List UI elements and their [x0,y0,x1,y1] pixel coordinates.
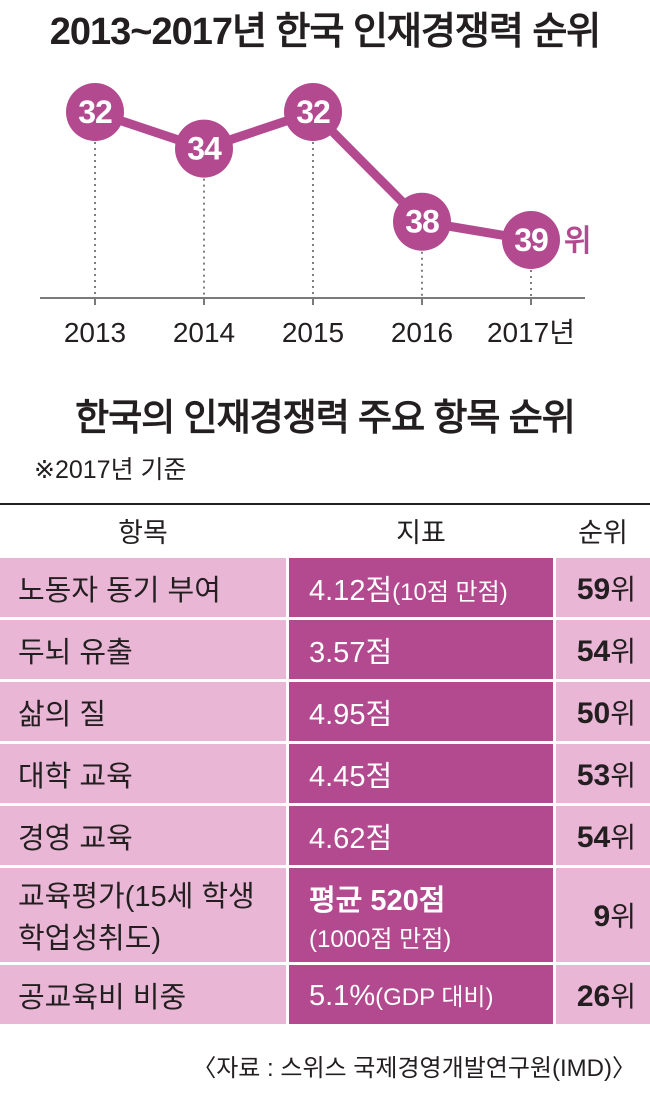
table-row: 노동자 동기 부여 4.12점(10점 만점) 59위 [0,558,650,617]
row-item: 교육평가(15세 학생 학업성취도) [0,868,286,962]
line-chart: 32 34 32 38 39 위 2013 2014 2015 2016 2017년 [40,83,592,348]
table-header-row: 항목 지표 순위 [0,503,650,555]
row-indicator: 4.12점(10점 만점) [289,558,553,617]
row-indicator: 5.1%(GDP 대비) [289,965,553,1024]
table-row: 공교육비 비중 5.1%(GDP 대비) 26위 [0,965,650,1024]
value-suffix: 위 [564,225,592,258]
table-row: 대학 교육 4.45점 53위 [0,744,650,803]
row-rank: 59위 [556,558,650,617]
source-note: 〈자료 : 스위스 국제경영개발연구원(IMD)〉 [192,1055,636,1082]
table-row: 두뇌 유출 3.57점 54위 [0,620,650,679]
table-row: 경영 교육 4.62점 54위 [0,806,650,865]
row-indicator: 4.62점 [289,806,553,865]
row-indicator: 4.45점 [289,744,553,803]
x-tick-label: 2014 [173,317,235,348]
data-label: 39 [514,222,548,258]
row-item: 경영 교육 [0,806,286,865]
chart-title: 2013~2017년 한국 인재경쟁력 순위 [49,11,602,53]
row-indicator: 3.57점 [289,620,553,679]
x-tick-label: 2015 [282,317,344,348]
row-rank: 54위 [556,806,650,865]
data-point [393,192,451,251]
row-item: 공교육비 비중 [0,965,286,1024]
data-point [502,211,560,269]
data-label: 32 [296,94,330,130]
row-rank: 53위 [556,744,650,803]
data-label: 34 [187,131,222,167]
table-row: 삶의 질 4.95점 50위 [0,682,650,741]
rank-table: 항목 지표 순위 노동자 동기 부여 4.12점(10점 만점) 59위 두뇌 … [0,500,650,1027]
header-indicator: 지표 [289,503,553,555]
header-item: 항목 [0,503,286,555]
row-indicator: 평균 520점 (1000점 만점) [289,868,553,962]
row-item: 노동자 동기 부여 [0,558,286,617]
data-point [284,83,342,141]
data-label: 32 [78,94,112,130]
row-rank: 50위 [556,682,650,741]
row-item: 삶의 질 [0,682,286,741]
basis-note: ※2017년 기준 [34,456,187,484]
table-title: 한국의 인재경쟁력 주요 항목 순위 [75,397,576,438]
header-rank: 순위 [556,503,650,555]
row-item: 두뇌 유출 [0,620,286,679]
x-tick-label: 2017년 [487,317,575,348]
row-rank: 26위 [556,965,650,1024]
row-indicator: 4.95점 [289,682,553,741]
row-rank: 9위 [556,868,650,962]
table-row: 교육평가(15세 학생 학업성취도) 평균 520점 (1000점 만점) 9위 [0,868,650,962]
data-point [66,83,124,141]
row-rank: 54위 [556,620,650,679]
data-label: 38 [405,204,439,240]
row-item: 대학 교육 [0,744,286,803]
x-tick-label: 2016 [391,317,453,348]
data-point [175,119,233,178]
x-tick-label: 2013 [64,317,126,348]
